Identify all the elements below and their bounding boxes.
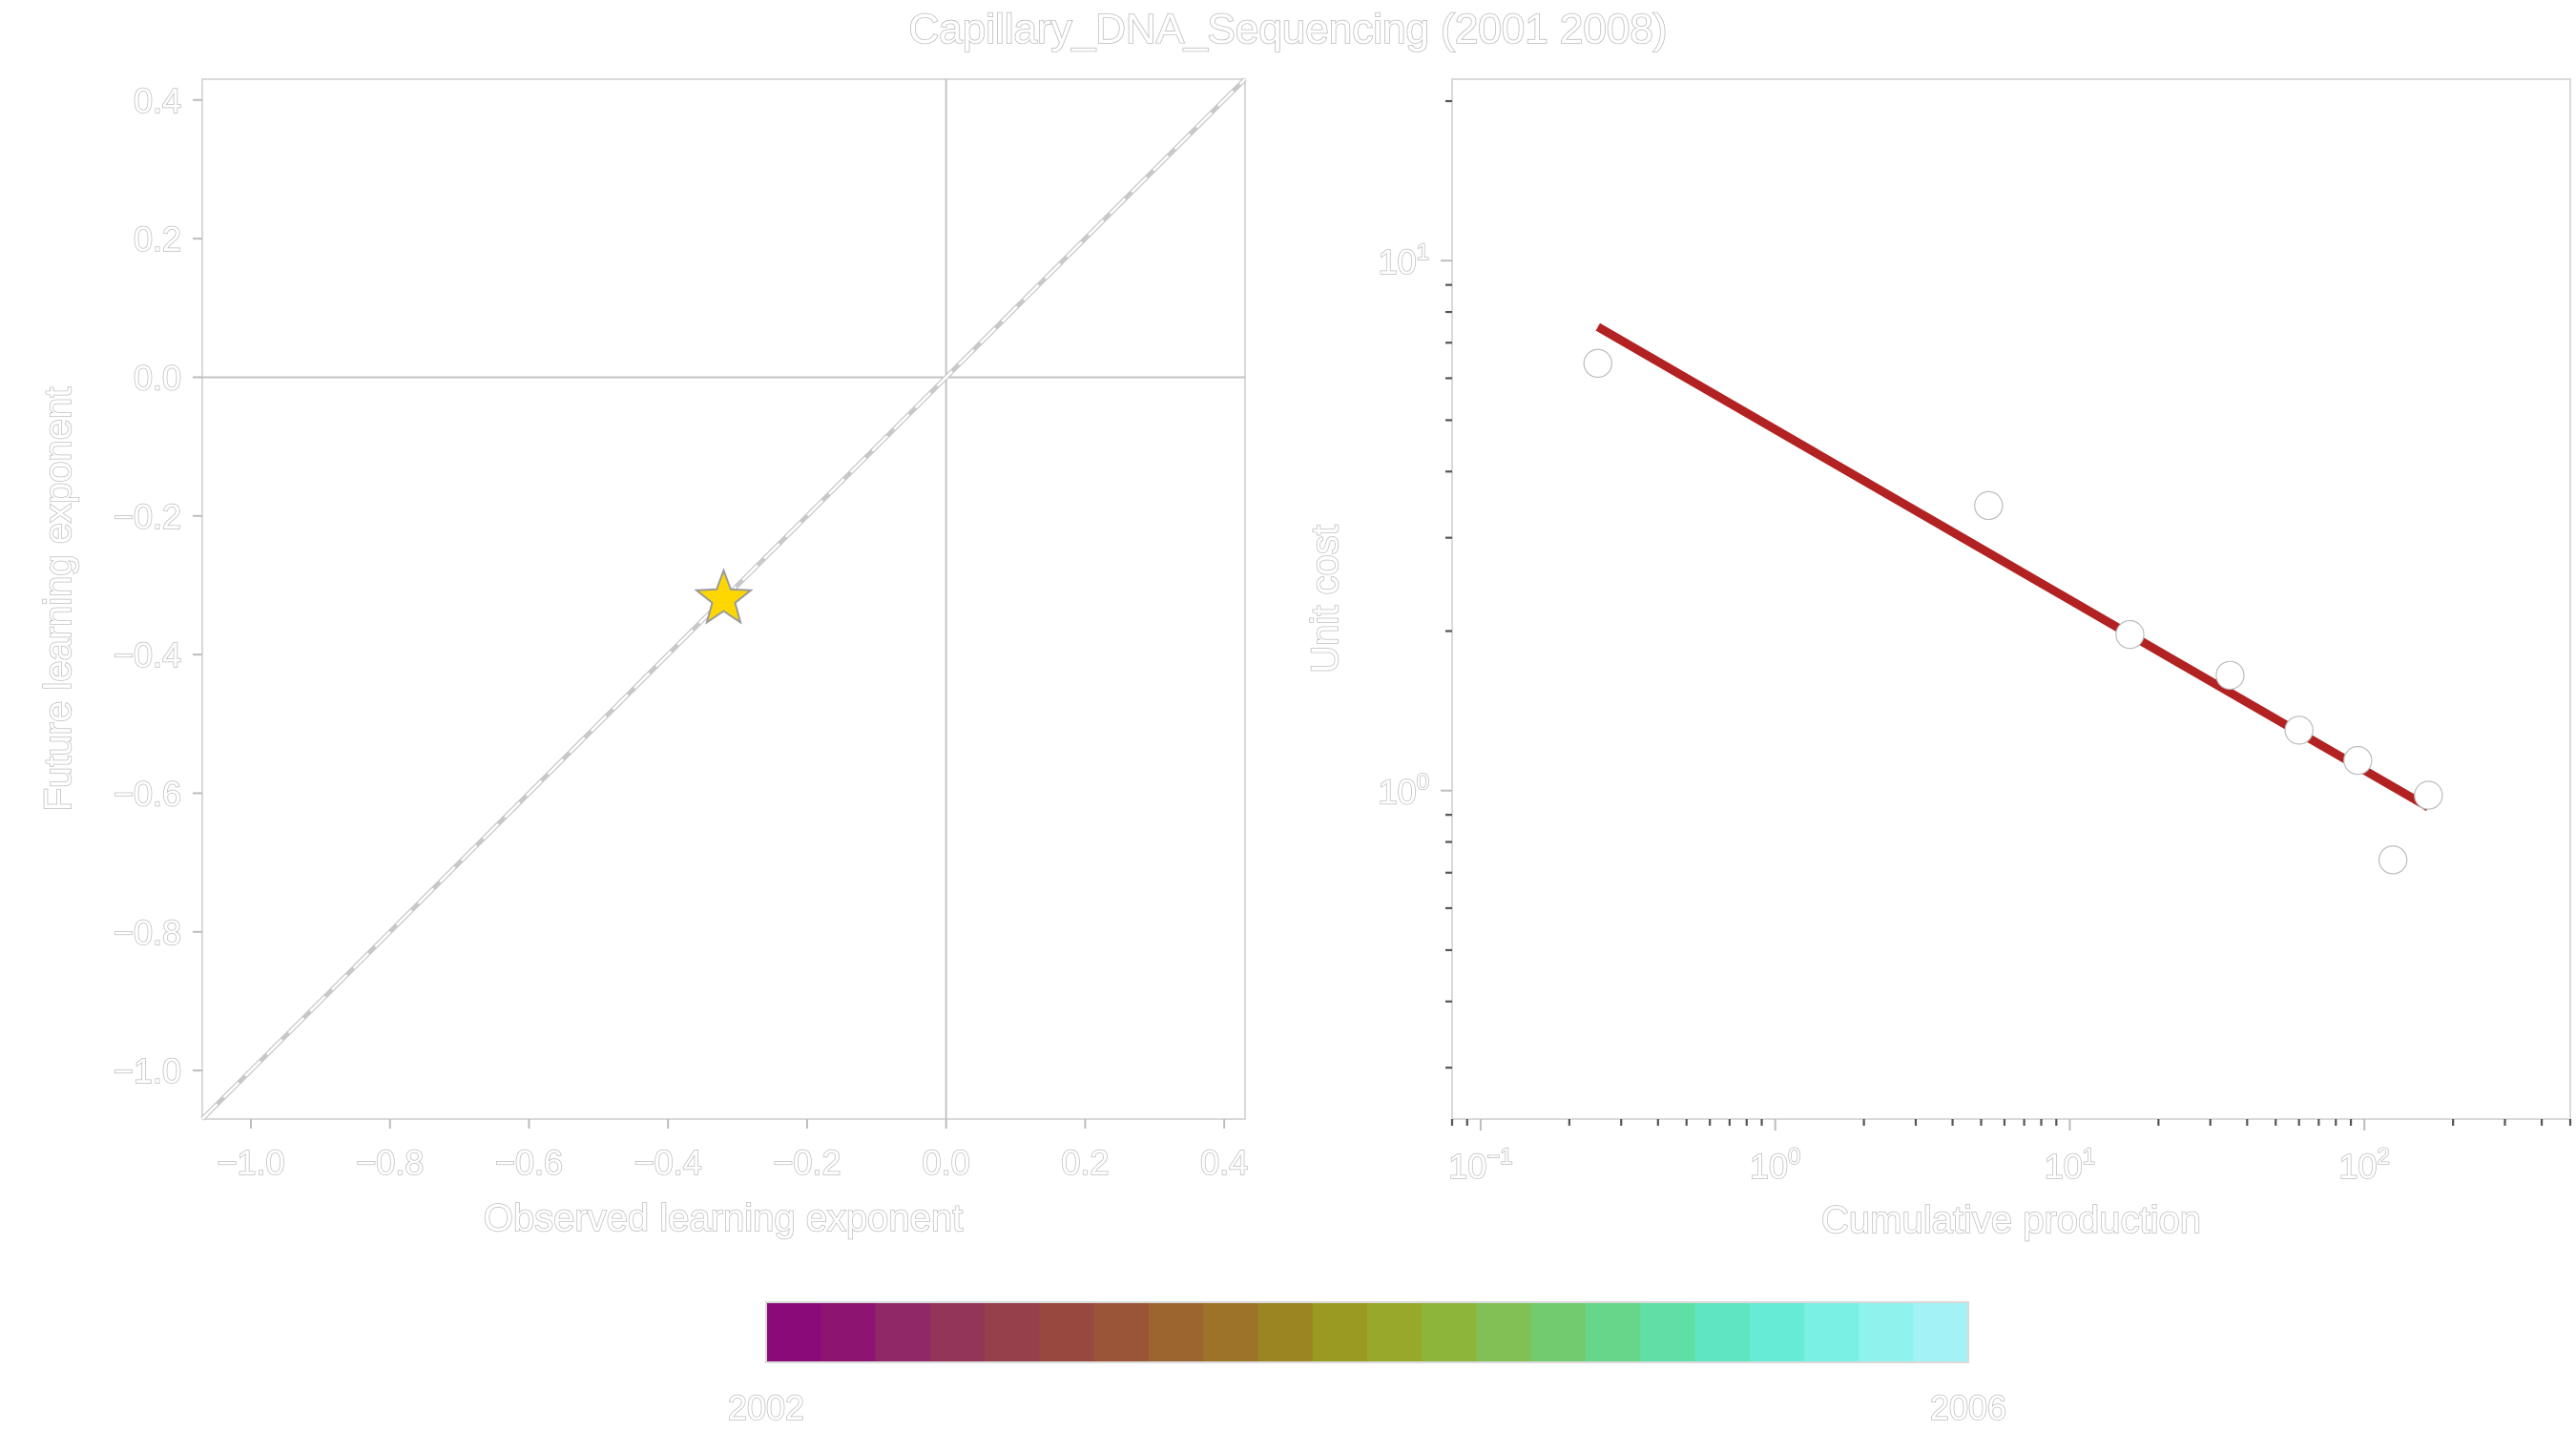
colorbar-gradient bbox=[766, 1302, 1969, 1362]
colorbar-segment bbox=[929, 1302, 986, 1362]
left-y-tick-label: 0.2 bbox=[134, 219, 181, 259]
year-colorbar: 2002 2006 bbox=[727, 1301, 2007, 1428]
right-y-tick-label: 101 bbox=[1379, 239, 1429, 281]
left-points bbox=[694, 568, 754, 625]
left-x-tick-label: −0.4 bbox=[634, 1143, 702, 1182]
right-chart-panel: 10−1 100 101 102 100 101 Cumulative productio… bbox=[1303, 78, 2572, 1242]
colorbar-segment bbox=[1640, 1302, 1696, 1362]
data-point bbox=[1974, 490, 2004, 521]
right-x-tick-label: 10−1 bbox=[1448, 1144, 1512, 1186]
right-x-tick-label: 102 bbox=[2338, 1144, 2389, 1186]
colorbar-segment bbox=[1530, 1302, 1587, 1362]
colorbar-segment bbox=[821, 1302, 877, 1362]
left-x-tick-label: −0.2 bbox=[773, 1143, 841, 1182]
left-x-tick-label: 0.0 bbox=[923, 1143, 970, 1182]
left-chart-panel: −1.0 −0.8 −0.6 −0.4 −0.2 0.0 0.2 0.4 0.4 0.2 0.0 −0… bbox=[36, 77, 1249, 1240]
colorbar-segment bbox=[1749, 1302, 1805, 1362]
left-y-tick-label: −0.2 bbox=[114, 497, 181, 536]
left-y-tick-label: −0.6 bbox=[114, 774, 181, 813]
data-point bbox=[2115, 619, 2145, 650]
right-x-axis-label: Cumulative production bbox=[1821, 1199, 2201, 1241]
left-x-tick-label: −0.8 bbox=[356, 1143, 424, 1182]
left-y-tick-label: −0.8 bbox=[114, 913, 181, 952]
right-plot-frame bbox=[1451, 78, 2571, 1120]
left-x-tick-label: −0.6 bbox=[495, 1143, 563, 1182]
colorbar-segment bbox=[1476, 1302, 1532, 1362]
left-y-tick-label: −1.0 bbox=[114, 1051, 181, 1090]
colorbar-segment bbox=[766, 1302, 822, 1362]
colorbar-max-label: 2006 bbox=[1930, 1388, 2006, 1427]
left-y-tick-label: 0.4 bbox=[134, 81, 181, 120]
colorbar-segment bbox=[1257, 1302, 1314, 1362]
colorbar-segment bbox=[1859, 1302, 1915, 1362]
left-y-axis-label: Future learning exponent bbox=[37, 387, 79, 812]
figure-title: Capillary_DNA_Sequencing (2001 2008) bbox=[909, 6, 1668, 52]
left-y-tick-label: 0.0 bbox=[134, 358, 181, 397]
colorbar-segment bbox=[1203, 1302, 1259, 1362]
left-axis-ticks: −1.0 −0.8 −0.6 −0.4 −0.2 0.0 0.2 0.4 0.4 0.2 0.0 −0… bbox=[113, 80, 1249, 1183]
colorbar-segment bbox=[1312, 1302, 1368, 1362]
colorbar-segment bbox=[1148, 1302, 1204, 1362]
left-x-tick-label: 0.4 bbox=[1200, 1143, 1248, 1182]
colorbar-segment bbox=[1093, 1302, 1150, 1362]
colorbar-segment bbox=[1694, 1302, 1751, 1362]
colorbar-min-label: 2002 bbox=[728, 1388, 804, 1427]
data-point bbox=[2284, 716, 2314, 745]
colorbar-frame bbox=[765, 1301, 1969, 1363]
right-points bbox=[1583, 348, 2443, 875]
right-axis-ticks: 10−1 100 101 102 100 101 bbox=[1378, 99, 2572, 1187]
colorbar-segment bbox=[1367, 1302, 1423, 1362]
colorbar-segment bbox=[1804, 1302, 1860, 1362]
left-x-axis-label: Observed learning exponent bbox=[484, 1197, 964, 1239]
colorbar-segment bbox=[875, 1302, 931, 1362]
data-point bbox=[1583, 348, 1612, 379]
colorbar-segment bbox=[985, 1302, 1041, 1362]
right-x-tick-label: 100 bbox=[1750, 1144, 1800, 1186]
left-y-tick-label: −0.4 bbox=[114, 635, 181, 674]
right-x-tick-label: 101 bbox=[2045, 1144, 2095, 1186]
left-x-tick-label: 0.2 bbox=[1061, 1143, 1109, 1182]
data-point bbox=[2378, 845, 2408, 875]
left-x-tick-label: −1.0 bbox=[217, 1143, 284, 1182]
colorbar-segment bbox=[1586, 1302, 1642, 1362]
right-y-axis-label: Unit cost bbox=[1304, 525, 1346, 674]
right-y-tick-label: 100 bbox=[1379, 770, 1429, 812]
left-plot-frame bbox=[201, 78, 1246, 1120]
colorbar-segment bbox=[1039, 1302, 1095, 1362]
colorbar-segment bbox=[1422, 1302, 1478, 1362]
data-point bbox=[2414, 780, 2443, 810]
colorbar-segment bbox=[1913, 1302, 1969, 1362]
data-point bbox=[2215, 660, 2245, 691]
star-point bbox=[694, 568, 754, 625]
data-point bbox=[2343, 745, 2373, 776]
